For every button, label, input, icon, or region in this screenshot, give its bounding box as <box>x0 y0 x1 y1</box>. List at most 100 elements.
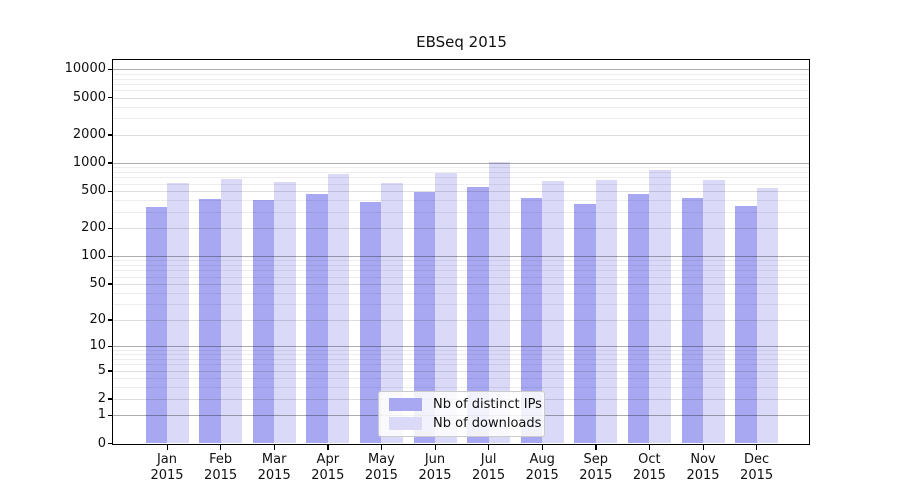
year-label: 2015 <box>257 467 291 483</box>
gridline <box>113 378 809 380</box>
y-tick-mark <box>108 134 113 136</box>
gridline <box>113 90 809 92</box>
gridline <box>113 97 809 99</box>
year-label: 2015 <box>632 467 666 483</box>
x-tick-mark <box>273 445 275 450</box>
gridline <box>113 167 809 169</box>
plot-area <box>112 59 810 445</box>
gridline <box>113 69 809 71</box>
gridline <box>113 73 809 75</box>
bar-distinct-ips-apr <box>306 194 328 444</box>
y-tick-mark <box>108 398 113 400</box>
y-tick-label: 1000 <box>72 154 106 170</box>
y-tick-label: 2000 <box>72 126 106 142</box>
x-tick-mark <box>327 445 329 450</box>
x-tick-mark <box>488 445 490 450</box>
bar-distinct-ips-feb <box>199 199 221 444</box>
y-tick-label: 10 <box>89 338 106 354</box>
bar-downloads-jan <box>167 183 189 444</box>
x-tick-mark <box>595 445 597 450</box>
x-tick-mark <box>380 445 383 450</box>
gridline <box>113 359 809 361</box>
year-label: 2015 <box>686 467 720 483</box>
month-label: Dec <box>744 452 770 467</box>
gridline <box>113 270 809 272</box>
x-tick-label: Apr 2015 <box>298 452 358 483</box>
x-tick-mark <box>166 445 168 450</box>
year-label: 2015 <box>150 467 184 483</box>
bar-distinct-ips-sep <box>574 204 596 444</box>
y-tick-label: 0 <box>97 435 106 451</box>
y-tick-mark <box>108 255 113 257</box>
bar-downloads-mar <box>274 182 296 444</box>
y-tick-mark <box>108 345 113 347</box>
gridline <box>113 83 809 85</box>
bar-distinct-ips-may <box>359 201 382 444</box>
gridline <box>113 78 809 80</box>
bar-downloads-aug <box>542 181 564 444</box>
year-label: 2015 <box>418 467 452 483</box>
x-tick-label: Jul 2015 <box>459 452 519 483</box>
x-tick-label: Jun 2015 <box>405 452 465 483</box>
gridline <box>113 228 809 230</box>
gridline <box>113 319 809 321</box>
gridline <box>113 200 809 202</box>
bar-downloads-jun <box>435 173 457 444</box>
bar-downloads-sep <box>595 179 618 444</box>
legend-label: Nb of downloads <box>433 415 542 431</box>
y-tick-label: 2 <box>97 390 106 406</box>
gridline <box>113 177 809 179</box>
gridline <box>113 172 809 173</box>
gridline <box>113 292 809 294</box>
month-label: Oct <box>638 452 661 467</box>
month-label: Jan <box>156 452 178 467</box>
gridline <box>113 162 809 164</box>
month-label: Nov <box>690 452 716 467</box>
bar-distinct-ips-aug <box>520 197 543 444</box>
y-tick-mark <box>108 227 113 229</box>
legend-swatch <box>389 416 422 430</box>
year-label: 2015 <box>579 467 613 483</box>
year-label: 2015 <box>204 467 238 483</box>
gridline <box>113 387 809 389</box>
chart-title: EBSeq 2015 <box>416 33 507 51</box>
y-tick-label: 5 <box>97 362 106 378</box>
x-tick-label: Jan 2015 <box>137 452 197 483</box>
y-tick-label: 10000 <box>64 61 106 77</box>
month-label: May <box>367 452 395 467</box>
x-tick-label: Dec 2015 <box>727 452 787 483</box>
legend-swatch <box>389 398 422 412</box>
gridline <box>113 370 809 372</box>
legend-item-distinct-ips: Nb of distinct IPs <box>389 397 542 412</box>
y-tick-mark <box>108 319 113 321</box>
legend-item-downloads: Nb of downloads <box>389 416 541 431</box>
x-tick-label: Nov 2015 <box>673 452 733 483</box>
month-label: Jul <box>480 452 497 467</box>
y-tick-mark <box>108 370 113 372</box>
bar-distinct-ips-dec <box>735 205 757 444</box>
month-label: Feb <box>209 452 233 467</box>
year-label: 2015 <box>525 467 559 483</box>
gridline <box>113 183 809 185</box>
bar-downloads-feb <box>220 179 243 444</box>
x-tick-label: Sep 2015 <box>566 452 626 483</box>
x-tick-label: Oct 2015 <box>619 452 679 483</box>
bar-downloads-may <box>381 183 403 444</box>
gridline <box>113 256 809 258</box>
bar-distinct-ips-jun <box>413 191 435 444</box>
month-label: Apr <box>316 452 340 467</box>
y-tick-label: 5000 <box>72 89 106 105</box>
bar-distinct-ips-jul <box>467 187 489 444</box>
y-tick-label: 20 <box>89 311 106 327</box>
bar-distinct-ips-jan <box>145 207 167 444</box>
x-tick-mark <box>702 445 704 450</box>
bar-downloads-nov <box>703 179 725 444</box>
month-label: Mar <box>261 452 287 467</box>
month-label: Sep <box>583 452 609 467</box>
y-tick-mark <box>108 97 113 99</box>
y-tick-mark <box>108 283 113 285</box>
gridline <box>113 118 809 120</box>
month-label: Aug <box>529 452 555 467</box>
gridline <box>113 134 809 136</box>
